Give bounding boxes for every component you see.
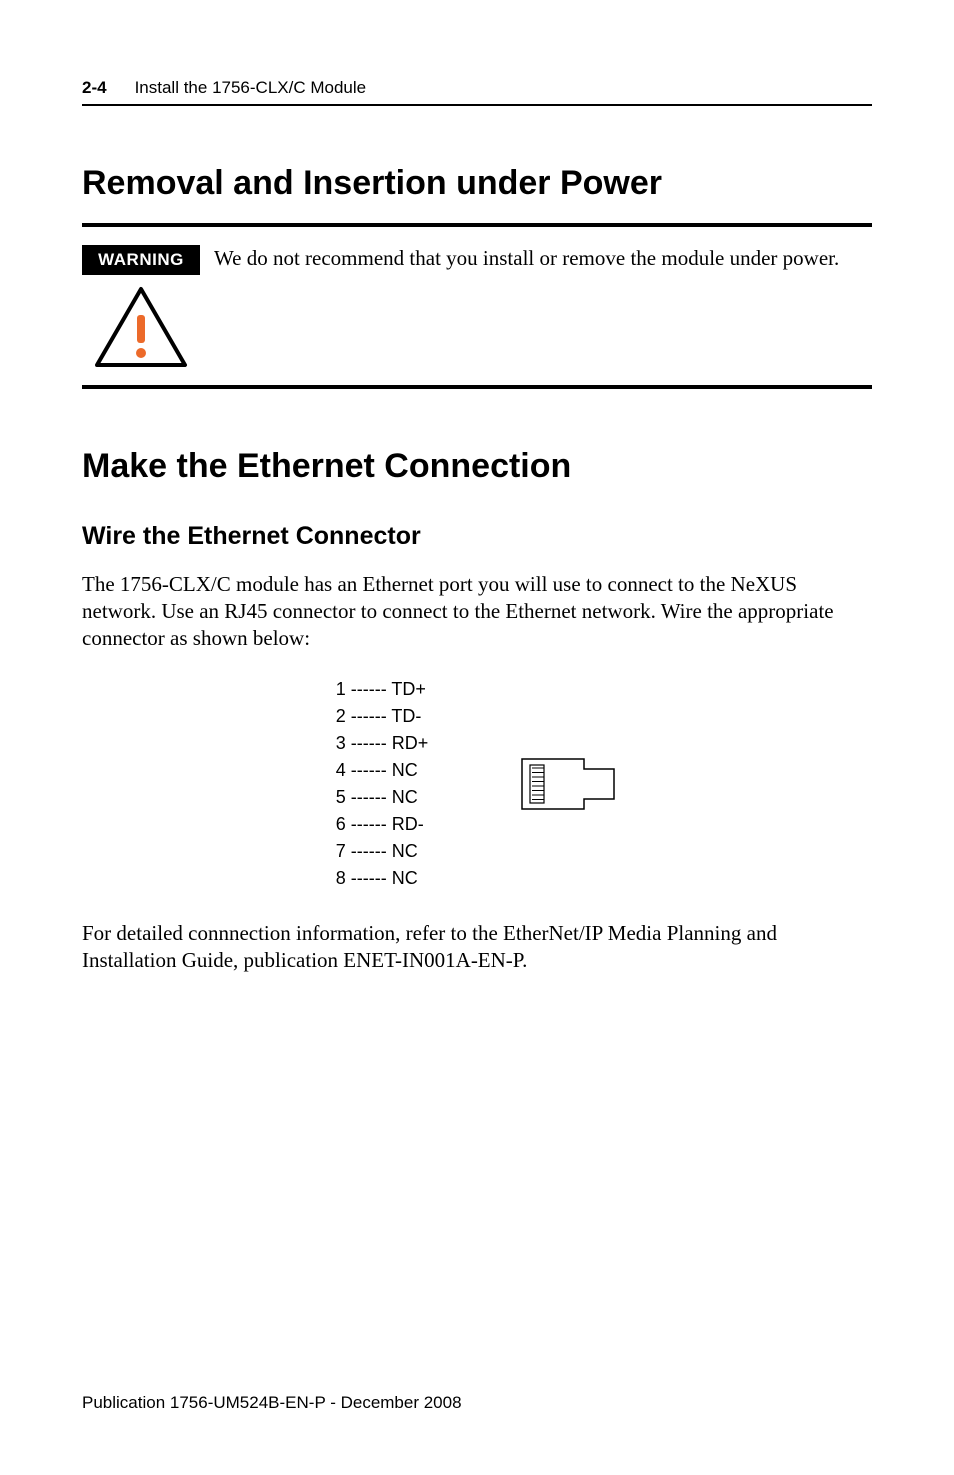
subsection-heading-wire: Wire the Ethernet Connector [82,522,872,551]
ethernet-intro-paragraph: The 1756-CLX/C module has an Ethernet po… [82,571,872,652]
warning-label: WARNING [82,245,200,275]
pinout-row: 6 ------ RD- [336,811,429,838]
section-heading-ethernet: Make the Ethernet Connection [82,447,872,486]
running-header: 2-4 Install the 1756-CLX/C Module [82,78,872,98]
ethernet-outro-paragraph: For detailed connnection information, re… [82,920,872,974]
section-ethernet: Make the Ethernet Connection Wire the Et… [82,447,872,973]
page-number: 2-4 [82,78,107,98]
pinout-row: 1 ------ TD+ [336,676,429,703]
rj45-connector-icon [518,745,618,823]
section-rule-top [82,223,872,227]
warning-text: We do not recommend that you install or … [214,245,872,369]
pinout-row: 4 ------ NC [336,757,429,784]
pinout-row: 8 ------ NC [336,865,429,892]
chapter-title: Install the 1756-CLX/C Module [135,78,367,98]
warning-block: WARNING We do not recommend that you ins… [82,245,872,369]
pinout-row: 3 ------ RD+ [336,730,429,757]
pinout-row: 2 ------ TD- [336,703,429,730]
page: 2-4 Install the 1756-CLX/C Module Remova… [0,0,954,1475]
section-heading-removal: Removal and Insertion under Power [82,164,872,203]
warning-triangle-icon [93,285,189,369]
pinout-row: 7 ------ NC [336,838,429,865]
pinout-row: 5 ------ NC [336,784,429,811]
pinout-figure: 1 ------ TD+ 2 ------ TD- 3 ------ RD+ 4… [82,676,872,892]
section-rule-bottom [82,385,872,389]
section-removal: Removal and Insertion under Power WARNIN… [82,164,872,389]
header-rule [82,104,872,106]
publication-footer: Publication 1756-UM524B-EN-P - December … [82,1393,462,1413]
pinout-list: 1 ------ TD+ 2 ------ TD- 3 ------ RD+ 4… [336,676,429,892]
warning-left-column: WARNING [82,245,200,369]
